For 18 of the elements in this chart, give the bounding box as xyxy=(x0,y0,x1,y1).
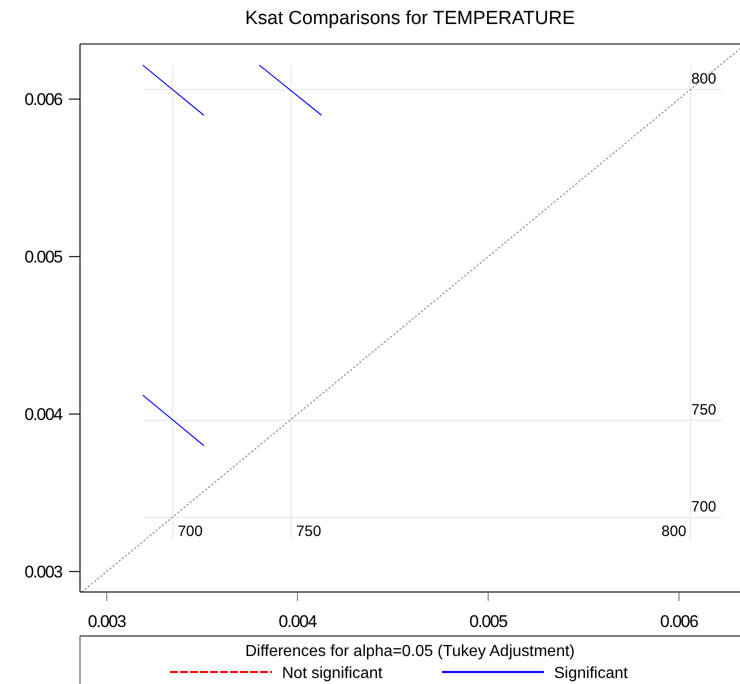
x-tick-label: 0.005 xyxy=(469,612,508,631)
legend-title: Differences for alpha=0.05 (Tukey Adjustment) xyxy=(245,643,575,660)
x-tick-label: 0.004 xyxy=(278,612,317,631)
legend-label: Not significant xyxy=(282,665,384,682)
annotation: 800 xyxy=(661,523,686,540)
annotation: 750 xyxy=(296,523,322,540)
annotation: 700 xyxy=(691,498,716,516)
y-tick-label: 0.004 xyxy=(24,405,63,424)
y-tick-label: 0.005 xyxy=(24,248,63,267)
y-tick-label: 0.006 xyxy=(24,90,63,110)
annotation: 700 xyxy=(178,523,203,540)
x-tick-label: 0.003 xyxy=(88,612,126,631)
text: Significant xyxy=(554,665,628,682)
y-tick-label: 0.003 xyxy=(24,562,63,582)
x-tick-label: 0.006 xyxy=(660,612,698,631)
chart-title: Ksat Comparisons for TEMPERATURE xyxy=(245,8,575,29)
annotation: 800 xyxy=(691,70,716,88)
annotation: 750 xyxy=(691,401,716,418)
